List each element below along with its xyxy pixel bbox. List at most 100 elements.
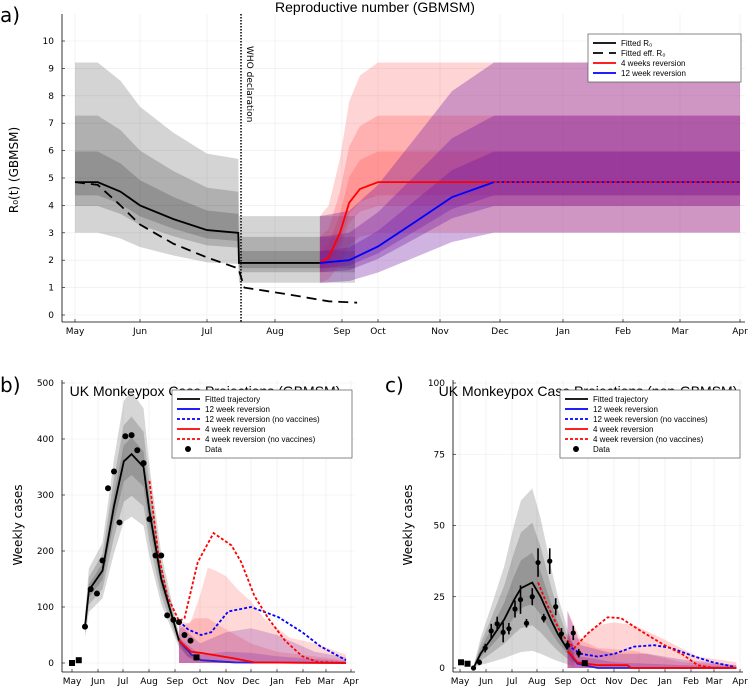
panel-a: WHO declaration May Jun Jul Aug Sep Oct Nov Dec J… xyxy=(0,0,748,337)
x-tick-label: Jan xyxy=(657,677,672,687)
legend-label: Data xyxy=(593,445,610,454)
x-tick-label: Oct xyxy=(192,677,208,687)
y-axis-label: Weekly cases xyxy=(401,485,415,566)
data-point xyxy=(187,637,194,644)
data-point xyxy=(494,621,500,627)
x-tick-label: Feb xyxy=(295,677,311,687)
data-point xyxy=(506,626,512,632)
data-point xyxy=(158,552,165,559)
uncertainty-band xyxy=(473,522,575,668)
y-tick-label: 100 xyxy=(428,379,445,389)
x-tick-label: Apr xyxy=(732,327,748,337)
data-point xyxy=(523,620,530,626)
data-point-square xyxy=(75,657,82,664)
data-point-square xyxy=(69,660,75,666)
x-tick-label: Sep xyxy=(555,677,572,687)
legend-label: Fitted eff. R₀ xyxy=(621,49,666,58)
x-tick-label: Aug xyxy=(140,677,158,687)
data-point xyxy=(82,623,88,630)
uncertainty-band xyxy=(567,633,737,668)
panel-c: May Jun Jul Aug Sep Oct Nov Dec Jan Feb Mar Apr 0 25 5… xyxy=(385,373,748,687)
data-point xyxy=(93,590,100,597)
legend-box xyxy=(587,33,742,83)
panel-label: b) xyxy=(0,373,21,397)
legend-marker xyxy=(185,446,191,452)
uncertainty-band xyxy=(319,62,740,283)
x-tick-label: Jan xyxy=(555,327,570,337)
x-tick-label: Dec xyxy=(630,677,647,687)
data-point xyxy=(576,650,582,656)
data-point xyxy=(529,594,535,600)
y-tick-label: 50 xyxy=(434,522,446,532)
x-tick-label: Aug xyxy=(266,327,284,337)
x-tick-label: Feb xyxy=(683,677,699,687)
data-point xyxy=(176,619,182,626)
data-point xyxy=(128,432,135,439)
x-tick-label: Jan xyxy=(269,677,284,687)
y-tick-label: 0 xyxy=(48,311,54,321)
data-point xyxy=(122,433,129,440)
x-tick-label: Dec xyxy=(242,677,259,687)
y-tick-label: 9 xyxy=(48,64,54,74)
x-tick-label: Jul xyxy=(506,677,518,687)
x-tick-label: Nov xyxy=(605,677,623,687)
data-point xyxy=(488,628,494,634)
x-tick-label: Nov xyxy=(217,677,235,687)
x-tick-label: Jun xyxy=(90,677,105,687)
data-point xyxy=(517,597,524,603)
x-tick-label: Aug xyxy=(528,677,546,687)
y-tick-label: 1 xyxy=(48,284,54,294)
legend-label: 4 week reversion xyxy=(205,425,265,434)
uncertainty-band xyxy=(319,115,740,273)
data-point xyxy=(99,557,106,564)
uncertainty-band xyxy=(179,618,346,663)
uncertainty-band xyxy=(75,115,355,273)
legend-label: Data xyxy=(205,445,222,454)
data-point xyxy=(476,659,483,665)
x-tick-label: Oct xyxy=(370,327,386,337)
y-tick-label: 100 xyxy=(37,603,54,613)
series-rev4_nv xyxy=(148,480,347,664)
legend-box xyxy=(171,389,353,459)
data-point xyxy=(116,519,123,526)
legend-label: 4 weeks reversion xyxy=(621,59,685,68)
legend-label: Fitted trajectory xyxy=(205,395,260,404)
y-tick-label: 500 xyxy=(37,379,54,389)
series-fitted xyxy=(84,452,180,641)
x-tick-label: Nov xyxy=(431,327,449,337)
legend-label: 4 week reversion (no vaccines) xyxy=(593,435,704,444)
y-tick-label: 75 xyxy=(434,450,445,460)
x-tick-label: Mar xyxy=(318,677,335,687)
x-tick-label: Jul xyxy=(117,677,129,687)
data-point xyxy=(111,468,117,475)
series-rev4 xyxy=(178,639,347,664)
chart-title: Reproductive number (GBMSM) xyxy=(275,0,475,15)
y-tick-label: 7 xyxy=(48,119,54,129)
x-tick-label: Mar xyxy=(706,677,723,687)
legend-label: 12 week reversion xyxy=(593,405,658,414)
data-point-square xyxy=(193,654,200,661)
y-tick-label: 3 xyxy=(48,229,54,239)
data-point xyxy=(170,616,177,623)
y-tick-label: 300 xyxy=(37,491,54,501)
x-tick-label: Mar xyxy=(672,327,689,337)
legend-label: 4 week reversion xyxy=(593,425,653,434)
data-point xyxy=(105,485,111,492)
x-tick-label: Dec xyxy=(491,327,508,337)
data-point xyxy=(134,447,141,454)
data-point-square xyxy=(458,659,465,666)
data-point xyxy=(164,612,171,619)
data-point xyxy=(482,645,488,651)
x-tick-label: Jul xyxy=(201,327,213,337)
y-tick-label: 0 xyxy=(439,664,445,674)
y-tick-label: 200 xyxy=(37,547,54,557)
data-point xyxy=(547,558,553,564)
x-tick-label: Oct xyxy=(580,677,596,687)
y-tick-label: 6 xyxy=(48,147,54,157)
x-tick-label: Jun xyxy=(478,677,493,687)
y-tick-label: 0 xyxy=(48,659,54,669)
data-point xyxy=(541,615,547,621)
y-tick-label: 4 xyxy=(48,201,54,211)
x-tick-label: Apr xyxy=(732,677,748,687)
